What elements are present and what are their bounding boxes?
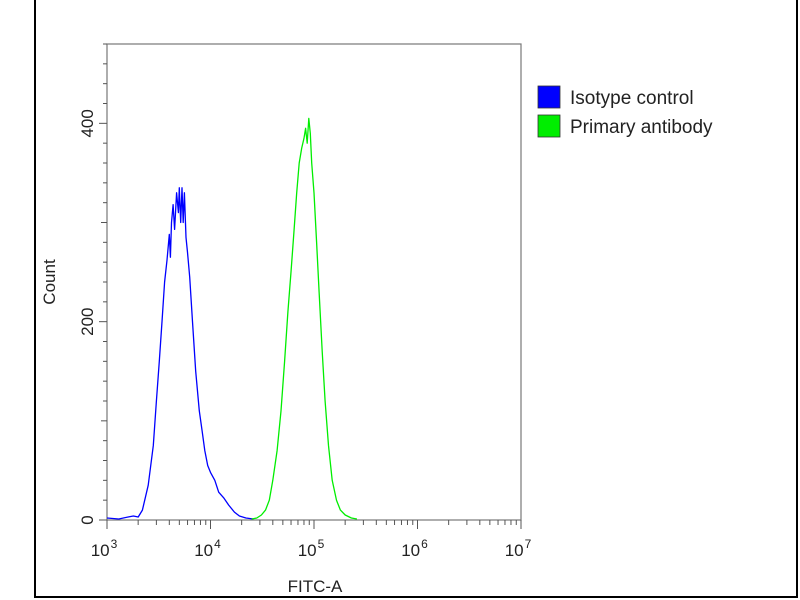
x-tick-label: 104: [194, 537, 221, 560]
series-group: [106, 117, 358, 520]
x-axis: 103 104 105 106 107: [91, 520, 532, 560]
legend-swatch: [537, 114, 561, 138]
series-line-1: [106, 187, 254, 520]
y-axis-title: Count: [40, 259, 59, 305]
y-tick-label: 200: [78, 307, 97, 335]
plot-area: [106, 43, 522, 521]
y-axis: 0 200 400: [78, 43, 107, 525]
series-line-2: [251, 117, 358, 520]
x-tick-label: 106: [401, 537, 428, 560]
legend-label: Primary antibody: [570, 117, 713, 138]
x-tick-label: 107: [505, 537, 532, 560]
x-axis-title: FITC-A: [288, 577, 343, 596]
legend: Isotype control Primary antibody: [537, 85, 713, 138]
y-tick-label: 400: [78, 109, 97, 137]
legend-swatch: [537, 85, 561, 109]
x-tick-label: 105: [298, 537, 325, 560]
plot-frame: [34, 0, 798, 598]
y-tick-label: 0: [78, 515, 97, 524]
legend-label: Isotype control: [570, 88, 694, 109]
x-tick-label: 103: [91, 537, 118, 560]
